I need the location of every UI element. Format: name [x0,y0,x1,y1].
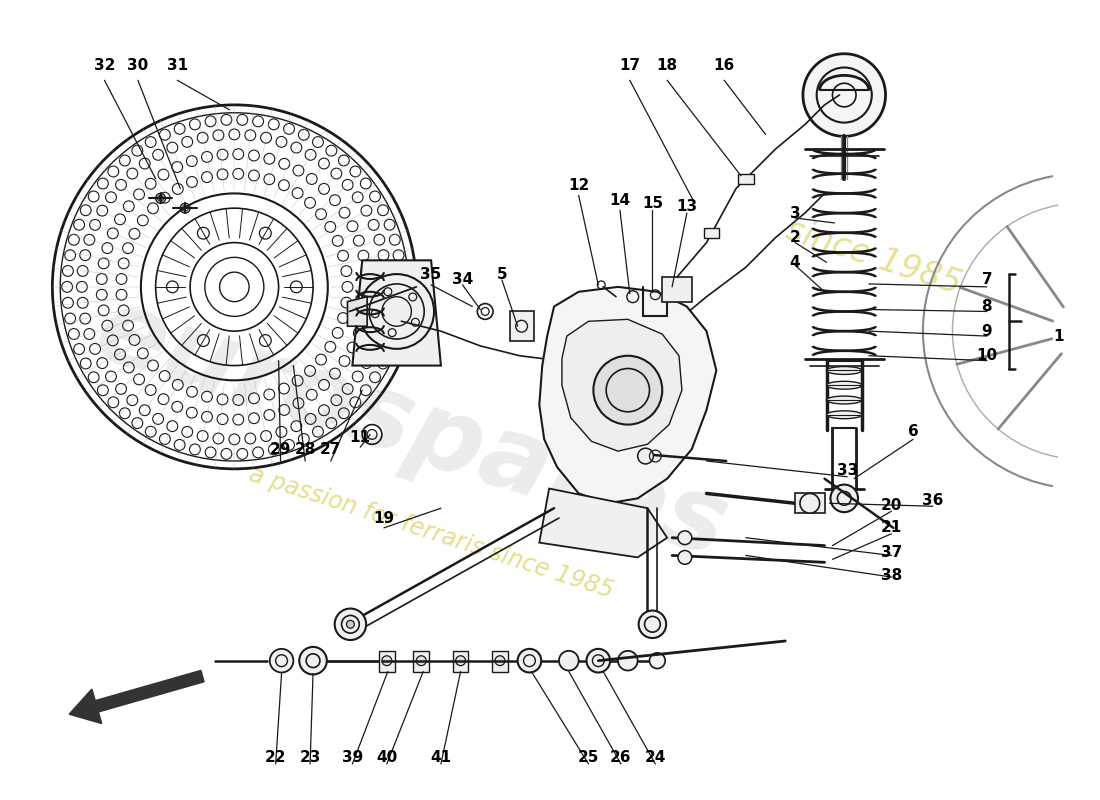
Text: 23: 23 [299,750,321,765]
Circle shape [495,656,505,666]
Polygon shape [562,319,682,451]
Text: 39: 39 [342,750,363,765]
Text: 6: 6 [908,424,918,439]
Text: 20: 20 [881,498,902,513]
Polygon shape [539,287,716,503]
Circle shape [618,651,638,670]
Text: 22: 22 [265,750,286,765]
Circle shape [639,610,667,638]
Text: 14: 14 [609,193,630,208]
Circle shape [678,531,692,545]
Polygon shape [738,174,754,183]
Circle shape [678,550,692,564]
Polygon shape [539,489,668,558]
Text: 25: 25 [578,750,600,765]
Circle shape [803,54,886,136]
Text: 32: 32 [94,58,115,73]
Circle shape [800,494,820,513]
Text: 7: 7 [981,273,992,287]
Circle shape [638,448,653,464]
Circle shape [559,651,579,670]
Polygon shape [509,311,535,341]
Circle shape [334,609,366,640]
Circle shape [299,647,327,674]
Polygon shape [414,651,429,671]
Circle shape [455,656,465,666]
Text: 13: 13 [676,198,697,214]
FancyArrowPatch shape [69,671,204,723]
Polygon shape [662,277,692,302]
Polygon shape [492,651,508,671]
Text: 8: 8 [981,299,992,314]
Polygon shape [704,228,719,238]
Text: 35: 35 [420,266,442,282]
Polygon shape [352,260,441,366]
Text: 26: 26 [610,750,631,765]
Polygon shape [795,494,825,513]
Text: 5: 5 [496,266,507,282]
Ellipse shape [826,411,862,418]
Text: 19: 19 [373,510,395,526]
Text: 40: 40 [376,750,397,765]
Text: 34: 34 [452,273,473,287]
Ellipse shape [826,382,862,389]
Circle shape [382,656,392,666]
Text: 9: 9 [981,324,992,338]
Text: 16: 16 [714,58,735,73]
Polygon shape [453,651,469,671]
Text: 10: 10 [977,348,998,363]
Circle shape [593,356,662,425]
Text: 29: 29 [270,442,292,457]
Text: 11: 11 [350,430,371,445]
Text: 17: 17 [619,58,640,73]
Text: 3: 3 [790,206,801,221]
Text: a passion for ferraris since 1985: a passion for ferraris since 1985 [246,462,616,603]
Polygon shape [348,297,367,326]
Text: 33: 33 [837,463,858,478]
Text: 18: 18 [657,58,678,73]
Text: 38: 38 [881,567,902,582]
Text: 28: 28 [295,442,316,457]
Circle shape [518,649,541,673]
Text: 12: 12 [568,178,590,193]
Ellipse shape [826,366,862,374]
Text: 41: 41 [430,750,451,765]
Polygon shape [378,651,395,671]
Circle shape [346,620,354,628]
Circle shape [416,656,426,666]
Text: 2: 2 [790,230,801,245]
Ellipse shape [826,396,862,404]
Text: 37: 37 [881,545,902,560]
Text: eurospares: eurospares [82,280,740,579]
Text: 21: 21 [881,520,902,535]
Text: 4: 4 [790,254,801,270]
Text: 30: 30 [128,58,148,73]
Text: 24: 24 [645,750,667,765]
Text: 27: 27 [320,442,341,457]
Text: since 1985: since 1985 [782,214,966,302]
Text: 31: 31 [167,58,188,73]
Circle shape [649,653,666,669]
Text: 36: 36 [922,493,944,508]
Text: 1: 1 [1054,329,1064,343]
Circle shape [830,485,858,512]
Text: 15: 15 [642,196,663,210]
Circle shape [270,649,294,673]
Circle shape [586,649,611,673]
